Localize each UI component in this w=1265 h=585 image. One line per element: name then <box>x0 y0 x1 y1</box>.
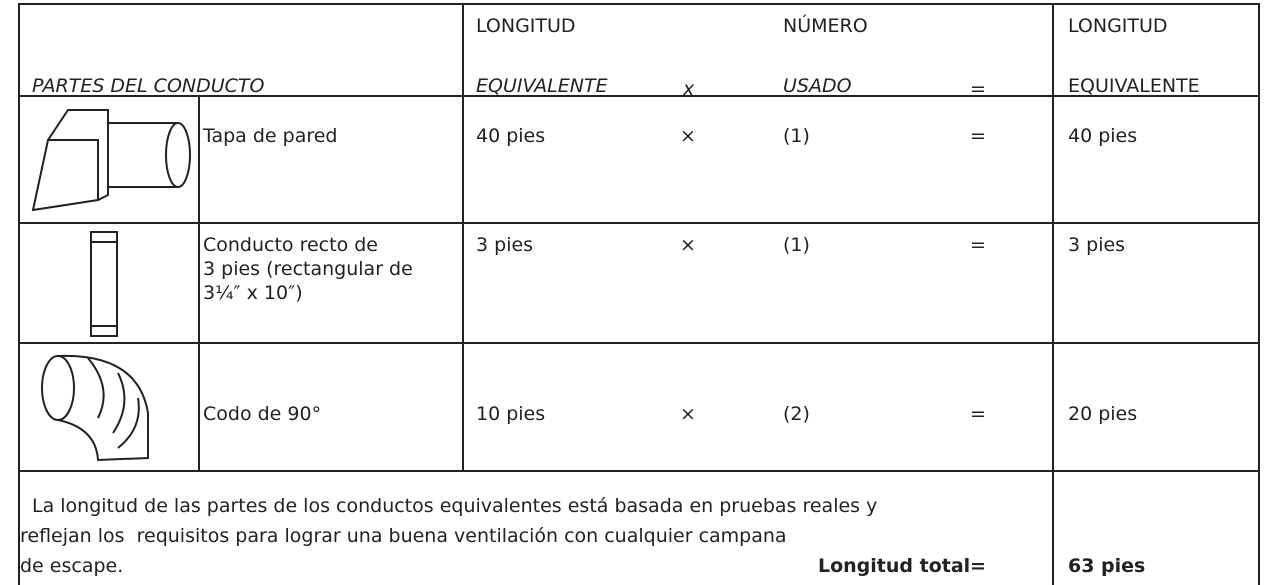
elbow-icon <box>41 354 149 462</box>
length: 10 pies <box>476 403 546 425</box>
header-equals: = <box>970 78 986 100</box>
rule <box>462 3 464 470</box>
equals: = <box>970 234 986 256</box>
rule <box>198 95 200 470</box>
part-name: Codo de 90° <box>203 403 322 425</box>
header-length: EQUIVALENTE <box>476 75 608 97</box>
result: 3 pies <box>1068 234 1126 256</box>
length: 40 pies <box>476 125 546 147</box>
header-times: x <box>683 78 695 100</box>
header-number: NÚMERO <box>783 15 868 37</box>
rule <box>18 95 1260 97</box>
header-result: EQUIVALENTE <box>1068 75 1200 97</box>
footer-note: La longitud de las partes de los conduct… <box>32 495 878 517</box>
number: (1) <box>783 125 810 147</box>
result: 20 pies <box>1068 403 1138 425</box>
rule <box>1052 3 1054 585</box>
part-name: Tapa de pared <box>203 125 338 147</box>
part-name: Conducto recto de <box>203 234 378 256</box>
rule <box>18 3 20 585</box>
header-result: LONGITUD <box>1068 15 1168 37</box>
part-name: 3 pies (rectangular de <box>203 258 413 280</box>
times: × <box>680 234 696 256</box>
footer-note: de escape. <box>20 555 124 577</box>
number: (2) <box>783 403 810 425</box>
header-parts: PARTES DEL CONDUCTO <box>32 75 265 97</box>
footer-note: reflejan los requisitos para lograr una … <box>20 525 787 547</box>
equals: = <box>970 403 986 425</box>
total-label: Longitud total <box>818 555 971 577</box>
part-name: 3¼″ x 10″) <box>203 282 303 304</box>
times: × <box>680 125 696 147</box>
number: (1) <box>783 234 810 256</box>
equals: = <box>970 125 986 147</box>
length: 3 pies <box>476 234 534 256</box>
straight-duct-icon <box>90 231 118 337</box>
rule <box>18 3 1260 5</box>
total-value: 63 pies <box>1068 555 1146 577</box>
rule <box>18 342 1260 344</box>
header-number: USADO <box>783 75 852 97</box>
times: × <box>680 403 696 425</box>
rule <box>18 470 1260 472</box>
result: 40 pies <box>1068 125 1138 147</box>
rule <box>1258 3 1260 585</box>
rule <box>18 222 1260 224</box>
total-equals: = <box>970 555 986 577</box>
header-length: LONGITUD <box>476 15 576 37</box>
wall-cap-icon <box>31 109 191 212</box>
